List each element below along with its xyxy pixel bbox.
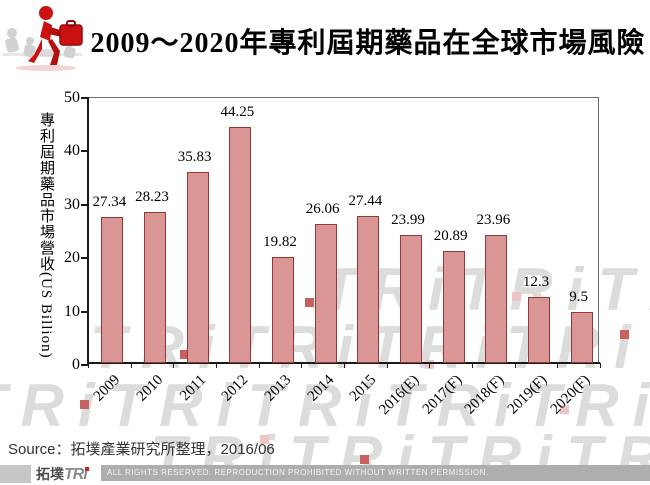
bar-2019(F) [528,297,550,363]
bar-2017(F) [442,251,465,363]
watermark-square [260,435,269,444]
bar-value-label: 23.96 [476,212,511,228]
bar-2020(F) [570,312,593,363]
y-tick-label: 20 [64,249,80,267]
runner-with-briefcase-icon [2,6,83,71]
bar-value-label: 26.06 [305,201,340,217]
x-axis-line [87,362,600,364]
x-tick-mark [258,363,260,368]
x-tick-mark [429,363,431,368]
footer-left-block [0,465,31,483]
watermark-square [180,350,189,359]
y-tick-label: 10 [64,302,80,320]
y-tick-mark [81,364,88,366]
bar-chart: 專利屆期藥品市場營收(US Billion) 27.34 2009 28.23 201… [38,89,601,418]
bar-value-label: 20.89 [433,228,468,244]
x-tick-mark [386,363,388,368]
bar-value-label: 27.44 [348,193,383,209]
x-tick-mark [600,363,601,368]
y-tick-mark [81,150,88,153]
bar-2016(E) [400,235,422,363]
bar-value-label: 35.83 [177,149,212,165]
watermark-square [560,405,569,414]
bar-2009 [101,217,124,363]
watermark-square [80,400,89,409]
x-tick-mark [301,363,303,368]
watermark-text: TRiTRiTRiTRi [150,424,650,466]
bar-2012 [229,127,252,363]
tri-logo-red-dot [84,467,89,471]
y-axis-line [87,97,89,365]
footer-bar: 拓墣TRi ALL RIGHTS RESERVED. REPRODUCTION … [0,465,650,483]
page-title: 2009～2020年專利屆期藥品在全球市場風險 [90,28,646,59]
bar-2011 [186,172,209,363]
bar-2013 [272,257,294,363]
x-tick-mark [88,363,89,368]
x-tick-mark [344,363,345,368]
footer-rights: ALL RIGHTS RESERVED. REPRODUCTION PROHIB… [101,465,650,481]
x-tick-mark [472,363,473,368]
watermark-square [360,455,369,464]
bar-value-label: 27.34 [92,194,127,210]
bar-2015 [357,216,380,363]
source-note: Source：拓墣產業研究所整理，2016/06 [8,441,275,458]
tri-logo-cjk: 拓墣 [36,466,64,482]
y-tick-label: 50 [64,89,80,106]
bar-value-label: 19.82 [263,234,297,250]
x-tick-mark [216,363,217,368]
y-tick-label: 30 [64,195,80,213]
bar-value-label: 28.23 [135,189,169,205]
y-tick-label: 0 [72,356,80,373]
y-tick-mark [81,257,88,260]
watermark-square [620,330,629,339]
bar-2014 [314,224,337,363]
bar-2010 [144,212,166,363]
y-tick-mark [81,97,88,99]
watermark-text: TRiTRiTRi [320,256,650,323]
watermark-square [305,298,314,307]
bar-value-label: 9.5 [569,289,589,305]
bar-2018(F) [485,235,508,363]
y-tick-mark [81,310,88,313]
plot-area: 27.34 2009 28.23 2010 35.83 2011 44.25 2012 19.8… [64,89,601,418]
x-tick-mark [557,363,559,368]
tri-logo: 拓墣TRi [36,465,89,483]
watermark-square [512,292,521,301]
bar-value-label: 12.3 [522,274,550,290]
y-tick-label: 40 [64,142,80,160]
y-tick-mark [81,203,88,206]
bar-value-label: 44.25 [220,104,255,120]
bar-value-label: 23.99 [391,212,425,228]
x-tick-mark [130,363,132,368]
x-tick-mark [173,363,175,368]
x-tick-mark [514,363,516,368]
tri-logo-mark: TRi [64,466,89,483]
y-axis-title: 專利屆期藥品市場營收(US Billion) [38,112,54,359]
